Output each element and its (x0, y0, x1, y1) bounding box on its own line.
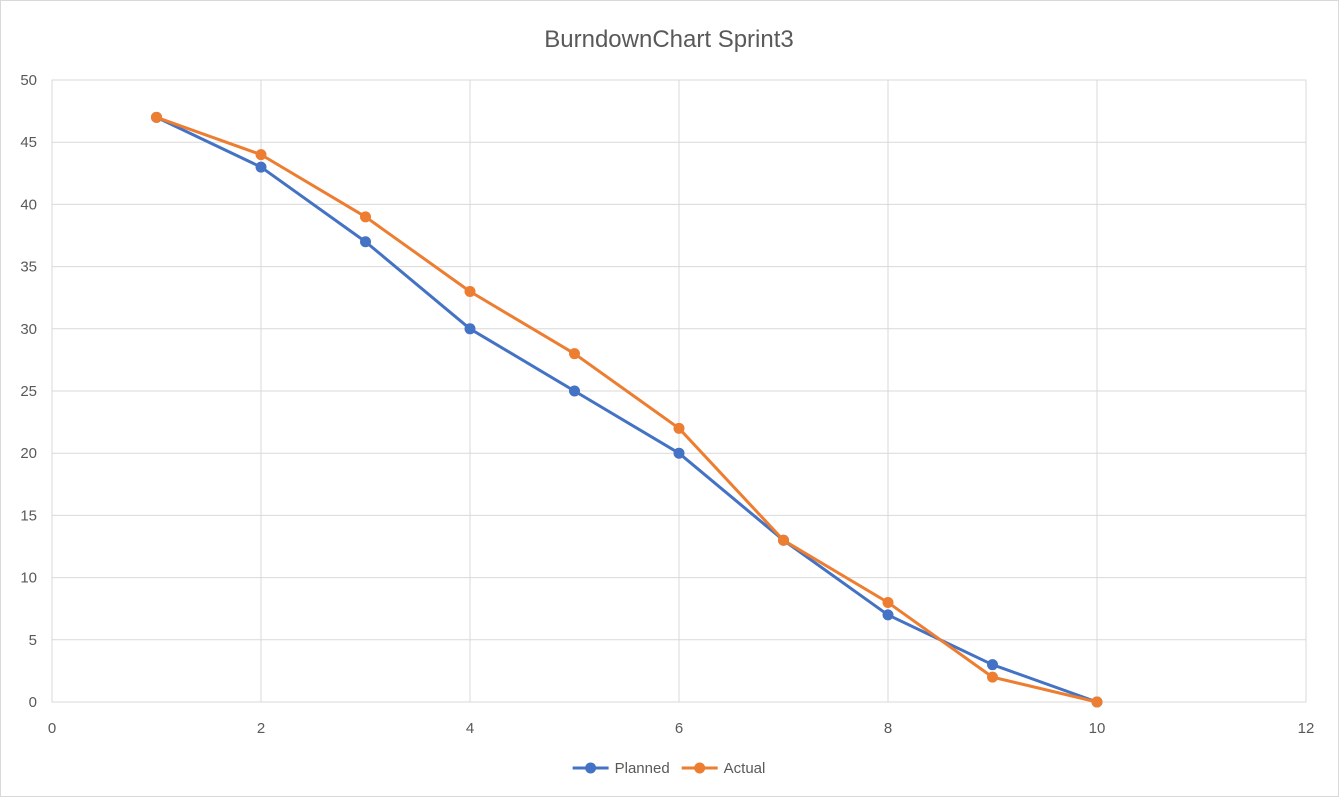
x-tick-label: 2 (257, 720, 265, 737)
actual-point (255, 149, 267, 161)
x-tick-label: 12 (1298, 720, 1315, 737)
y-tick-label: 0 (29, 694, 37, 711)
y-tick-label: 45 (20, 134, 37, 151)
actual-point (1091, 696, 1103, 708)
legend-label-planned: Planned (615, 760, 670, 777)
actual-point (464, 285, 476, 297)
y-tick-label: 35 (20, 259, 37, 276)
actual-point (987, 671, 998, 683)
actual-point (778, 534, 789, 546)
legend: Planned Actual (572, 760, 766, 777)
actual-line (155, 115, 1099, 704)
actual-point (569, 348, 580, 360)
planned-point (882, 609, 894, 621)
legend-item-planned: Planned (572, 760, 670, 777)
chart-title: BurndownChart Sprint3 (544, 26, 793, 53)
series-actual (151, 111, 1103, 708)
y-tick-label: 50 (20, 72, 37, 89)
legend-label-actual: Actual (724, 760, 766, 777)
plot-area (51, 79, 1307, 703)
actual-point (882, 596, 894, 608)
legend-item-actual: Actual (681, 760, 766, 777)
axis-tick-labels: 0 5 10 15 20 25 30 35 40 45 50 0 2 4 6 8 10 12 (20, 72, 1314, 737)
x-tick-label: 4 (466, 720, 474, 737)
planned-point (464, 323, 476, 335)
series-layer (151, 111, 1103, 708)
actual-point (151, 111, 162, 123)
actual-point (360, 211, 371, 223)
y-tick-label: 40 (20, 196, 37, 213)
planned-point (360, 236, 371, 248)
planned-line (155, 115, 1099, 704)
series-planned (151, 111, 1103, 708)
y-tick-label: 5 (29, 632, 37, 649)
y-tick-label: 25 (20, 383, 37, 400)
x-tick-label: 10 (1089, 720, 1106, 737)
actual-point (673, 422, 685, 434)
planned-point (255, 161, 267, 173)
y-tick-label: 15 (20, 507, 37, 524)
x-tick-label: 0 (48, 720, 56, 737)
planned-point (987, 659, 998, 671)
planned-point (673, 447, 685, 459)
legend-marker-planned (585, 762, 597, 774)
legend-marker-actual (694, 762, 706, 774)
y-tick-label: 10 (20, 570, 37, 587)
y-tick-label: 20 (20, 445, 37, 462)
grid-layer (51, 79, 1307, 703)
x-tick-label: 8 (884, 720, 892, 737)
x-tick-label: 6 (675, 720, 683, 737)
planned-point (569, 385, 580, 397)
y-tick-label: 30 (20, 321, 37, 338)
